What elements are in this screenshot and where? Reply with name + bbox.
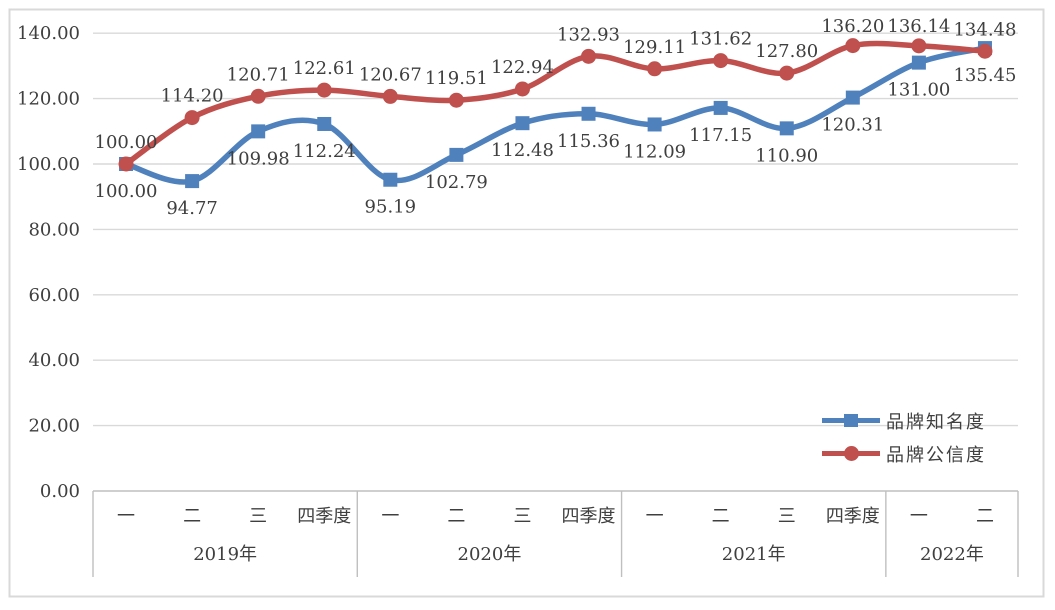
y-axis-tick-label: 140.00 <box>17 23 80 44</box>
series-marker-circle <box>184 110 200 126</box>
series-marker-circle <box>779 65 795 81</box>
x-axis-quarter-label: 二 <box>183 506 201 527</box>
data-label-品牌知名度: 112.24 <box>293 141 356 162</box>
series-marker-circle <box>448 92 464 108</box>
series-marker-circle <box>911 38 927 54</box>
x-axis-quarter-label: 一 <box>646 506 664 527</box>
data-label-品牌公信度: 132.93 <box>557 24 620 45</box>
circle-marker-icon <box>844 446 859 461</box>
x-axis-quarter-label: 三 <box>778 506 796 527</box>
y-axis-tick-label: 0.00 <box>40 481 80 502</box>
series-marker-square <box>911 55 926 70</box>
series-marker-circle <box>581 48 597 64</box>
chart-frame <box>8 8 1045 598</box>
data-label-品牌知名度: 95.19 <box>365 197 417 218</box>
x-axis-quarter-label: 三 <box>249 506 267 527</box>
x-axis-quarter-label: 一 <box>117 506 135 527</box>
data-label-品牌公信度: 100.00 <box>95 132 158 153</box>
y-axis-tick-label: 40.00 <box>28 350 80 371</box>
legend-label-brand-awareness: 品牌知名度 <box>886 411 986 433</box>
data-label-品牌公信度: 119.51 <box>425 68 488 89</box>
series-marker-square <box>449 147 464 162</box>
series-marker-square <box>185 174 200 189</box>
data-label-品牌公信度: 120.67 <box>359 64 422 85</box>
data-label-品牌知名度: 117.15 <box>689 125 752 146</box>
series-marker-square <box>581 106 596 121</box>
y-axis-tick-label: 60.00 <box>28 285 80 306</box>
data-label-品牌公信度: 127.80 <box>755 41 818 62</box>
series-marker-square <box>845 90 860 105</box>
x-axis-year-label: 2019年 <box>193 544 257 565</box>
data-label-品牌公信度: 120.71 <box>227 64 290 85</box>
legend-item-brand-credibility[interactable]: 品牌公信度 <box>822 442 986 466</box>
data-label-品牌知名度: 112.48 <box>491 140 554 161</box>
y-axis-tick-label: 120.00 <box>17 89 80 110</box>
legend-item-brand-awareness[interactable]: 品牌知名度 <box>822 409 986 433</box>
data-label-品牌知名度: 102.79 <box>425 172 488 193</box>
series-marker-circle <box>713 53 729 69</box>
x-axis-quarter-label: 三 <box>513 506 531 527</box>
legend-sample-blue <box>822 409 880 432</box>
series-marker-circle <box>382 88 398 104</box>
data-label-品牌公信度: 122.61 <box>293 58 356 79</box>
data-label-品牌知名度: 110.90 <box>755 145 818 166</box>
data-label-品牌知名度: 100.00 <box>95 181 158 202</box>
series-marker-square <box>647 117 662 132</box>
series-marker-square <box>317 116 332 131</box>
data-label-品牌公信度: 122.94 <box>491 57 554 78</box>
data-label-品牌知名度: 94.77 <box>166 198 218 219</box>
data-label-品牌公信度: 134.48 <box>953 19 1016 40</box>
x-axis-quarter-label: 一 <box>910 506 928 527</box>
data-label-品牌知名度: 131.00 <box>887 80 950 101</box>
x-axis-quarter-label: 二 <box>447 506 465 527</box>
series-marker-circle <box>977 43 993 59</box>
series-marker-circle <box>845 38 861 54</box>
x-axis-year-label: 2020年 <box>458 544 522 565</box>
data-label-品牌公信度: 114.20 <box>161 86 224 107</box>
data-label-品牌公信度: 131.62 <box>689 29 752 50</box>
square-marker-icon <box>844 414 858 427</box>
legend-label-brand-credibility: 品牌公信度 <box>886 444 986 466</box>
series-marker-circle <box>514 81 530 97</box>
legend: 品牌知名度 品牌公信度 <box>822 409 986 466</box>
x-axis-quarter-label: 四季度 <box>826 506 880 527</box>
series-marker-square <box>251 124 266 139</box>
data-label-品牌知名度: 120.31 <box>821 115 884 136</box>
x-axis-quarter-label: 一 <box>381 506 399 527</box>
data-label-品牌知名度: 135.45 <box>953 65 1016 86</box>
series-marker-circle <box>118 156 134 172</box>
legend-sample-red <box>822 442 880 465</box>
x-axis-year-label: 2022年 <box>920 544 984 565</box>
data-label-品牌知名度: 112.09 <box>623 141 686 162</box>
data-label-品牌公信度: 136.14 <box>887 16 950 37</box>
series-marker-circle <box>250 88 266 104</box>
x-axis-year-label: 2021年 <box>722 544 786 565</box>
y-axis-tick-label: 80.00 <box>28 219 80 240</box>
data-label-品牌知名度: 115.36 <box>557 131 620 152</box>
x-axis-quarter-label: 四季度 <box>297 506 351 527</box>
series-marker-circle <box>316 82 332 98</box>
x-axis-quarter-label: 二 <box>976 506 994 527</box>
data-label-品牌公信度: 136.20 <box>821 16 884 37</box>
y-axis-tick-label: 20.00 <box>28 416 80 437</box>
series-marker-square <box>713 100 728 115</box>
x-axis-quarter-label: 四季度 <box>562 506 616 527</box>
data-label-品牌知名度: 109.98 <box>227 148 290 169</box>
series-marker-square <box>383 172 398 187</box>
series-marker-circle <box>647 61 663 77</box>
series-marker-square <box>779 121 794 136</box>
x-axis-quarter-label: 二 <box>712 506 730 527</box>
data-label-品牌公信度: 129.11 <box>623 37 686 58</box>
series-marker-square <box>515 116 530 131</box>
y-axis-tick-label: 100.00 <box>17 154 80 175</box>
